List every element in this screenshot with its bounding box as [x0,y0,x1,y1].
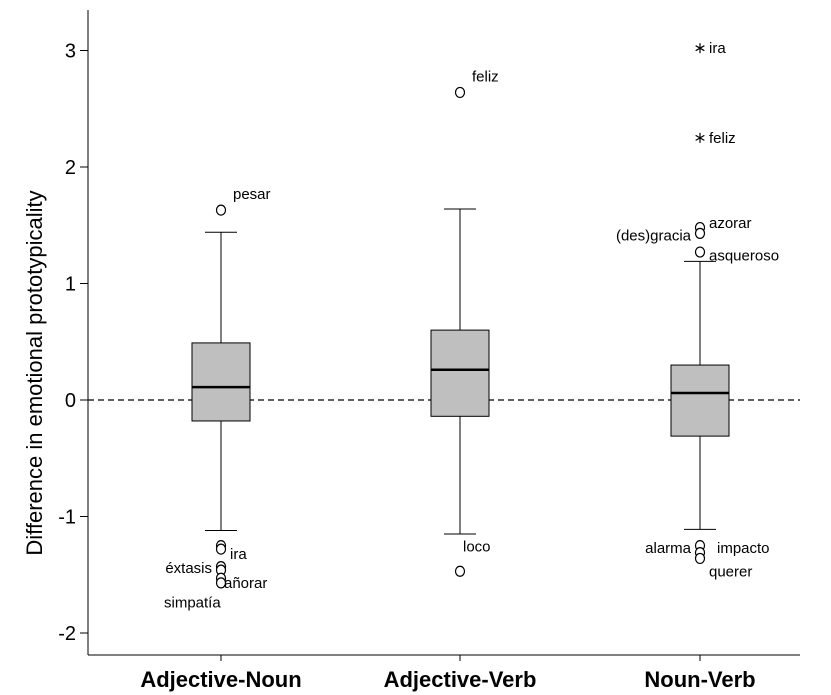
outlier-circle [215,204,227,216]
star-stroke [695,45,705,52]
outlier-label: impacto [717,540,770,557]
y-axis-title: Difference in emotional prototypicality [22,190,47,555]
outlier-label: éxtasis [165,560,212,577]
boxes-layer [191,208,730,535]
y-tick-label: 3 [65,41,76,63]
y-tick-label: 0 [65,390,76,412]
outlier-circle [454,565,466,577]
extreme-outlier-star [695,43,705,54]
box-iqr [670,364,730,437]
outlier-circle [694,227,706,240]
y-tick-label: -2 [58,623,76,645]
outlier-circle [694,552,706,565]
outlier-label: asqueroso [709,248,779,265]
outlier-label: alarma [645,540,692,557]
outlier-label: pesar [233,186,271,203]
outlier-circle [454,86,466,99]
box-iqr [191,342,251,422]
y-tick-label: -1 [58,507,76,529]
outlier-circle [694,246,706,258]
x-category-label: Noun-Verb [644,667,755,692]
outlier-circle [215,543,227,555]
outlier-label: ira [230,546,247,563]
outlier-label: loco [463,538,491,555]
outlier-label: simpatía [164,595,221,612]
outlier-label: azorar [709,215,752,232]
axes-layer: Difference in emotional prototypicality … [22,10,800,692]
outlier-label: añorar [224,575,267,592]
extreme-outlier-star [695,132,705,143]
y-tick-label: 1 [65,274,76,296]
box-iqr [430,329,490,417]
outlier-label: feliz [709,130,736,147]
y-tick-label: 2 [65,157,76,179]
star-stroke [695,134,705,141]
outlier-label: (des)gracia [616,228,692,245]
outliers-layer [215,43,706,589]
x-category-label: Adjective-Verb [384,667,537,692]
outlier-circle [215,577,227,589]
outlier-label: feliz [472,68,499,85]
outlier-label: ira [709,40,726,57]
x-category-label: Adjective-Noun [140,667,301,692]
outlier-label: querer [709,563,752,580]
